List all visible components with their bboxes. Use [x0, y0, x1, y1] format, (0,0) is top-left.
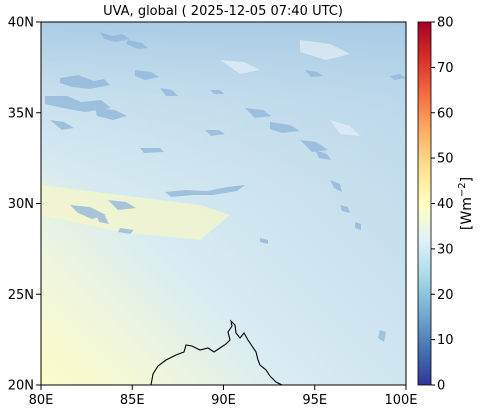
map-panel	[41, 22, 406, 385]
colorbar-tick-label: 50	[437, 152, 454, 167]
colorbar-tick-label: 10	[437, 333, 454, 348]
lon-tick-label: 85E	[120, 393, 145, 408]
lon-tick-label: 90E	[211, 393, 236, 408]
colorbar-label-unit: [Wm	[459, 197, 475, 230]
colorbar-label-exponent: −2	[457, 182, 468, 197]
colorbar-tick-label: 70	[437, 61, 454, 76]
lat-tick-label: 20N	[8, 379, 34, 394]
colorbar-label-close: ]	[459, 177, 475, 182]
lat-tick-label: 30N	[8, 197, 34, 212]
lat-tick-label: 35N	[8, 106, 34, 121]
colorbar: 80 70 60 50 40 30 20 10 0 [Wm−2]	[417, 16, 475, 394]
map-title: UVA, global ( 2025-12-05 07:40 UTC)	[103, 4, 343, 19]
lon-tick-label: 80E	[29, 393, 54, 408]
colorbar-tick-label: 20	[437, 288, 454, 303]
colorbar-tick-label: 30	[437, 242, 454, 257]
colorbar-tick-label: 60	[437, 106, 454, 121]
lon-tick-label: 95E	[302, 393, 327, 408]
lat-tick-label: 25N	[8, 288, 34, 303]
colorbar-tick-label: 0	[437, 379, 445, 394]
cloud-highlights	[220, 40, 360, 136]
lon-ticks: 80E 85E 90E 95E 100E	[29, 385, 418, 408]
lat-ticks: 40N 35N 30N 25N 20N	[8, 16, 41, 394]
colorbar-ticks	[431, 21, 435, 386]
colorbar-tick-label: 80	[437, 16, 454, 31]
cloud-streaks	[45, 32, 406, 342]
lat-tick-label: 40N	[8, 16, 34, 31]
coastline	[150, 319, 283, 385]
colorbar-tick-label: 40	[437, 197, 454, 212]
colorbar-label: [Wm−2]	[457, 177, 475, 230]
lon-tick-label: 100E	[384, 393, 417, 408]
colorbar-scale	[417, 21, 432, 386]
